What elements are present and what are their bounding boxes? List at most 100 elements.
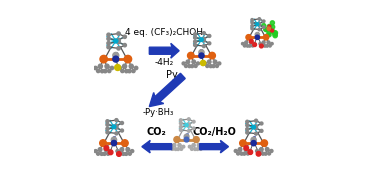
Circle shape — [188, 52, 194, 59]
Circle shape — [238, 148, 242, 151]
Circle shape — [256, 149, 258, 152]
Circle shape — [264, 28, 267, 31]
Circle shape — [94, 66, 97, 70]
Circle shape — [200, 148, 202, 150]
Circle shape — [240, 152, 243, 155]
Circle shape — [115, 126, 118, 129]
Circle shape — [270, 21, 274, 25]
Circle shape — [108, 69, 111, 73]
Circle shape — [192, 60, 195, 64]
Circle shape — [107, 33, 110, 36]
Circle shape — [194, 148, 196, 150]
Circle shape — [117, 47, 120, 50]
Circle shape — [256, 152, 261, 156]
Circle shape — [251, 137, 256, 143]
Circle shape — [202, 39, 206, 42]
Circle shape — [273, 32, 277, 36]
Circle shape — [120, 148, 124, 151]
Circle shape — [201, 145, 204, 148]
Circle shape — [188, 125, 190, 127]
Circle shape — [255, 119, 258, 122]
Circle shape — [121, 69, 124, 73]
Circle shape — [125, 69, 128, 73]
Circle shape — [196, 148, 199, 150]
Circle shape — [271, 29, 273, 32]
Circle shape — [251, 140, 256, 146]
Circle shape — [182, 62, 185, 65]
Circle shape — [104, 148, 108, 151]
Circle shape — [120, 122, 123, 125]
Circle shape — [178, 144, 181, 147]
Circle shape — [113, 56, 119, 62]
Circle shape — [260, 129, 263, 132]
Circle shape — [254, 43, 256, 45]
Circle shape — [193, 137, 199, 143]
Circle shape — [192, 120, 195, 123]
Circle shape — [251, 21, 254, 24]
FancyArrow shape — [142, 140, 172, 153]
Circle shape — [251, 19, 254, 21]
Circle shape — [194, 64, 197, 67]
Circle shape — [118, 152, 122, 155]
Circle shape — [188, 145, 191, 148]
Circle shape — [171, 148, 174, 150]
Circle shape — [128, 69, 131, 73]
Circle shape — [118, 66, 122, 70]
Circle shape — [244, 148, 248, 151]
Circle shape — [180, 119, 182, 122]
Circle shape — [98, 64, 102, 68]
Circle shape — [192, 127, 195, 130]
Circle shape — [107, 45, 110, 49]
Circle shape — [115, 124, 118, 127]
Circle shape — [260, 44, 263, 48]
Circle shape — [267, 27, 270, 30]
Circle shape — [202, 37, 206, 40]
Circle shape — [106, 123, 109, 126]
Circle shape — [246, 152, 249, 155]
Circle shape — [112, 125, 116, 129]
Circle shape — [117, 38, 120, 42]
Circle shape — [240, 140, 246, 146]
Circle shape — [174, 137, 180, 143]
Circle shape — [255, 33, 260, 37]
Circle shape — [190, 65, 194, 68]
Circle shape — [271, 43, 273, 45]
Circle shape — [107, 37, 110, 40]
Circle shape — [124, 55, 132, 63]
Circle shape — [201, 60, 206, 66]
Circle shape — [108, 150, 113, 155]
Circle shape — [104, 146, 109, 150]
Circle shape — [106, 120, 109, 123]
Circle shape — [182, 145, 185, 148]
Circle shape — [100, 140, 106, 146]
Circle shape — [180, 148, 183, 150]
Circle shape — [268, 152, 271, 155]
Circle shape — [184, 134, 189, 139]
Circle shape — [184, 64, 188, 67]
Circle shape — [125, 152, 128, 155]
Circle shape — [208, 34, 211, 37]
Circle shape — [122, 152, 125, 155]
Circle shape — [243, 45, 246, 47]
Circle shape — [246, 45, 249, 47]
Circle shape — [261, 152, 264, 155]
Circle shape — [123, 35, 126, 38]
Circle shape — [180, 125, 182, 128]
Circle shape — [266, 45, 268, 47]
Circle shape — [203, 62, 206, 65]
Circle shape — [271, 30, 275, 34]
Circle shape — [268, 28, 271, 31]
Circle shape — [105, 64, 109, 68]
Circle shape — [273, 33, 278, 38]
Circle shape — [251, 25, 254, 27]
Circle shape — [129, 64, 133, 68]
Circle shape — [199, 50, 204, 55]
Circle shape — [245, 41, 248, 44]
Circle shape — [135, 66, 138, 70]
Circle shape — [131, 149, 134, 153]
Text: Py: Py — [166, 70, 177, 80]
Circle shape — [111, 140, 117, 146]
Circle shape — [266, 33, 270, 37]
Circle shape — [208, 42, 211, 45]
Circle shape — [126, 148, 130, 151]
